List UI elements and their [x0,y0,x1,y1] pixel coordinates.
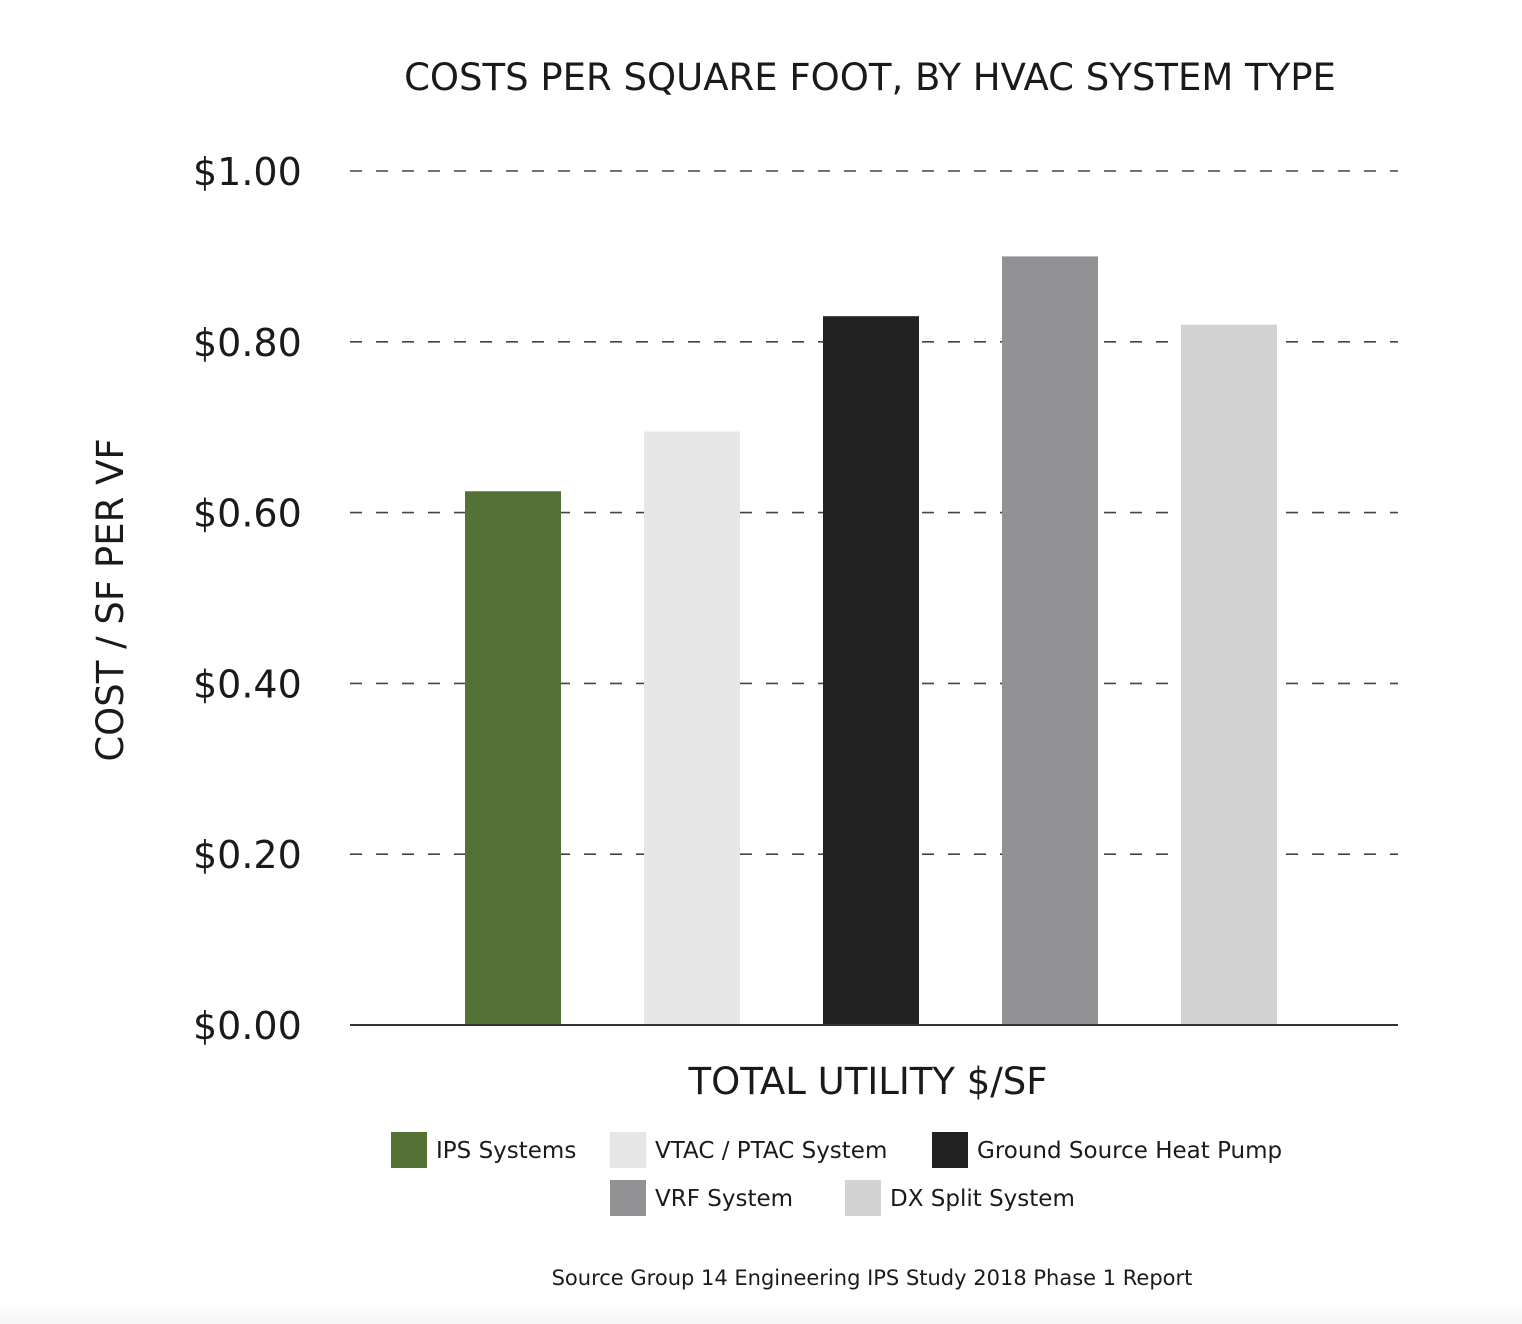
legend-label: DX Split System [890,1186,1075,1212]
legend-swatch [391,1132,427,1168]
y-tick-label: $0.20 [193,833,302,877]
legend-swatch [845,1180,881,1216]
legend-label: VTAC / PTAC System [655,1138,887,1164]
source-note: Source Group 14 Engineering IPS Study 20… [552,1266,1193,1290]
legend-label: VRF System [655,1186,793,1212]
y-tick-label: $0.40 [193,662,302,706]
bottom-shade [0,1302,1522,1324]
legend-swatch [610,1132,646,1168]
chart-title: COSTS PER SQUARE FOOT, BY HVAC SYSTEM TY… [404,56,1336,99]
legend-label: IPS Systems [436,1138,576,1164]
legend-label: Ground Source Heat Pump [977,1138,1282,1164]
bar [465,491,561,1025]
y-tick-label: $0.80 [193,321,302,365]
bar [1002,256,1098,1025]
y-axis-label: COST / SF PER VF [89,438,132,761]
legend-swatch [610,1180,646,1216]
bar [644,431,740,1026]
y-tick-label: $0.00 [193,1004,302,1048]
y-tick-label: $1.00 [193,150,302,194]
bar [1181,324,1277,1026]
y-axis-ticks: $0.00 $0.20 $0.40 $0.60 $0.80 $1.00 [193,150,302,1048]
legend: IPS Systems VTAC / PTAC System Ground Sour… [391,1132,1282,1216]
legend-swatch [932,1132,968,1168]
x-axis-label: TOTAL UTILITY $/SF [688,1060,1048,1103]
bars [465,256,1277,1026]
bar [823,316,919,1025]
y-tick-label: $0.60 [193,492,302,536]
